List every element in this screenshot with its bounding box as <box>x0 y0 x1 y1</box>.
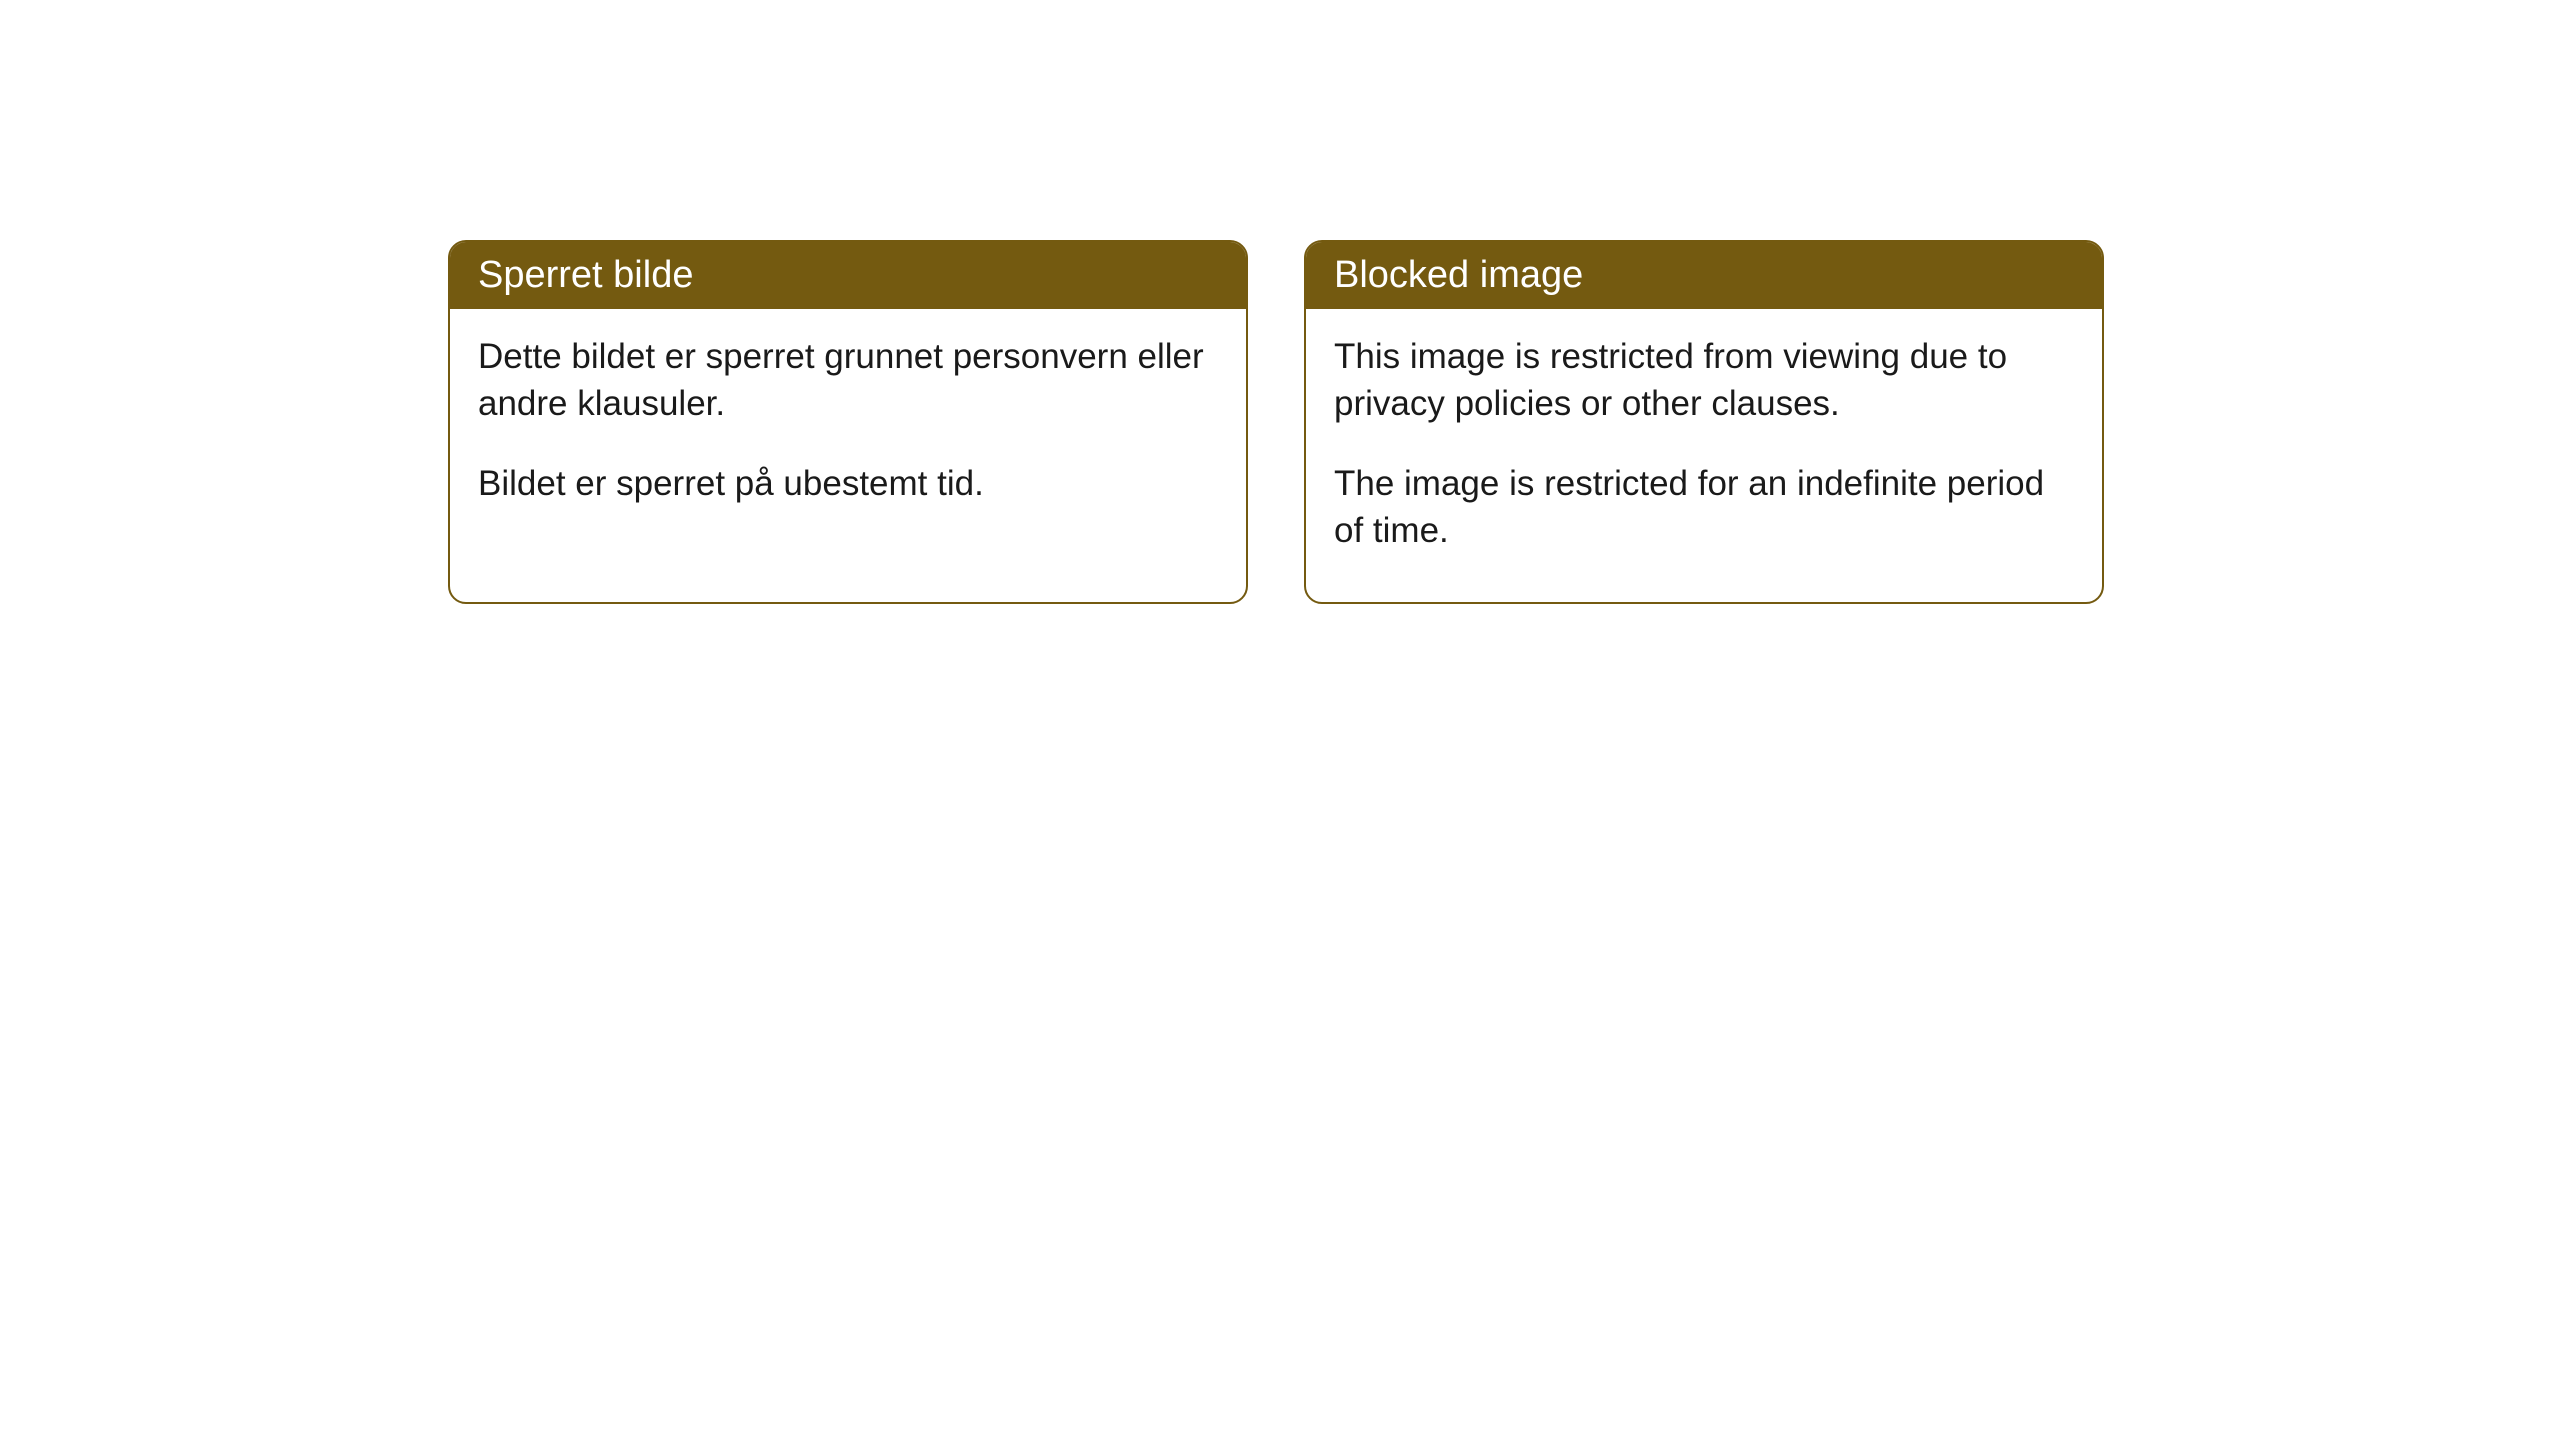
card-paragraph-2-english: The image is restricted for an indefinit… <box>1334 460 2074 555</box>
card-body-norwegian: Dette bildet er sperret grunnet personve… <box>450 309 1246 555</box>
cards-container: Sperret bilde Dette bildet er sperret gr… <box>0 0 2560 604</box>
card-paragraph-1-norwegian: Dette bildet er sperret grunnet personve… <box>478 333 1218 428</box>
blocked-image-card-english: Blocked image This image is restricted f… <box>1304 240 2104 604</box>
card-header-norwegian: Sperret bilde <box>450 242 1246 309</box>
card-paragraph-1-english: This image is restricted from viewing du… <box>1334 333 2074 428</box>
blocked-image-card-norwegian: Sperret bilde Dette bildet er sperret gr… <box>448 240 1248 604</box>
card-header-english: Blocked image <box>1306 242 2102 309</box>
card-title-norwegian: Sperret bilde <box>478 254 693 296</box>
card-body-english: This image is restricted from viewing du… <box>1306 309 2102 602</box>
card-paragraph-2-norwegian: Bildet er sperret på ubestemt tid. <box>478 460 1218 507</box>
card-title-english: Blocked image <box>1334 254 1583 296</box>
